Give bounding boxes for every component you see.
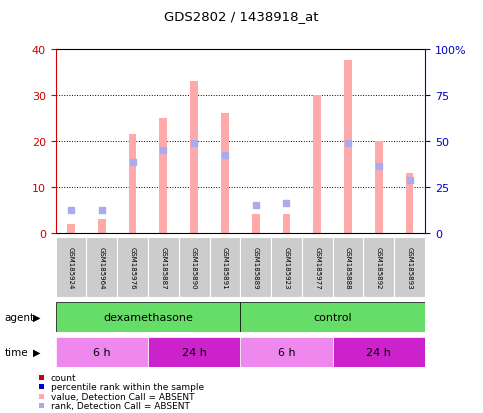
Bar	[241, 302, 425, 332]
Bar	[56, 302, 241, 332]
Text: GSM185887: GSM185887	[160, 246, 166, 289]
Text: GSM185924: GSM185924	[68, 246, 74, 289]
Bar	[240, 237, 271, 297]
Text: time: time	[5, 347, 28, 357]
Bar	[221, 114, 229, 233]
Bar	[394, 237, 425, 297]
Text: GSM185890: GSM185890	[191, 246, 197, 289]
Bar	[283, 215, 290, 233]
Bar	[406, 173, 413, 233]
Text: GSM185889: GSM185889	[253, 246, 259, 289]
Text: ▶: ▶	[33, 312, 41, 322]
Bar	[56, 237, 86, 297]
Bar	[86, 237, 117, 297]
Text: percentile rank within the sample: percentile rank within the sample	[51, 382, 204, 392]
Text: agent: agent	[5, 312, 35, 322]
Text: count: count	[51, 373, 76, 382]
Bar	[67, 224, 75, 233]
Bar	[333, 237, 364, 297]
Text: 6 h: 6 h	[93, 347, 111, 357]
Bar	[241, 337, 333, 367]
Bar	[159, 119, 167, 233]
Text: GSM185964: GSM185964	[99, 246, 105, 289]
Bar	[252, 215, 259, 233]
Bar	[98, 220, 106, 233]
Text: 6 h: 6 h	[278, 347, 295, 357]
Bar	[56, 337, 148, 367]
Text: GDS2802 / 1438918_at: GDS2802 / 1438918_at	[164, 10, 319, 23]
Text: 24 h: 24 h	[182, 347, 207, 357]
Bar	[344, 61, 352, 233]
Bar	[128, 135, 136, 233]
Bar	[302, 237, 333, 297]
Text: GSM185891: GSM185891	[222, 246, 228, 289]
Text: GSM185976: GSM185976	[129, 246, 136, 289]
Text: GSM185893: GSM185893	[407, 246, 412, 289]
Text: dexamethasone: dexamethasone	[103, 312, 193, 322]
Text: GSM185923: GSM185923	[284, 246, 289, 289]
Text: control: control	[313, 312, 352, 322]
Text: GSM185977: GSM185977	[314, 246, 320, 289]
Text: ▶: ▶	[33, 347, 41, 357]
Text: GSM185892: GSM185892	[376, 246, 382, 289]
Text: rank, Detection Call = ABSENT: rank, Detection Call = ABSENT	[51, 401, 190, 410]
Text: value, Detection Call = ABSENT: value, Detection Call = ABSENT	[51, 392, 194, 401]
Bar	[117, 237, 148, 297]
Bar	[148, 237, 179, 297]
Text: GSM185888: GSM185888	[345, 246, 351, 289]
Bar	[375, 142, 383, 233]
Text: 24 h: 24 h	[367, 347, 391, 357]
Bar	[313, 95, 321, 233]
Bar	[364, 237, 394, 297]
Bar	[190, 82, 198, 233]
Bar	[210, 237, 240, 297]
Bar	[333, 337, 425, 367]
Bar	[179, 237, 210, 297]
Bar	[148, 337, 241, 367]
Bar	[271, 237, 302, 297]
